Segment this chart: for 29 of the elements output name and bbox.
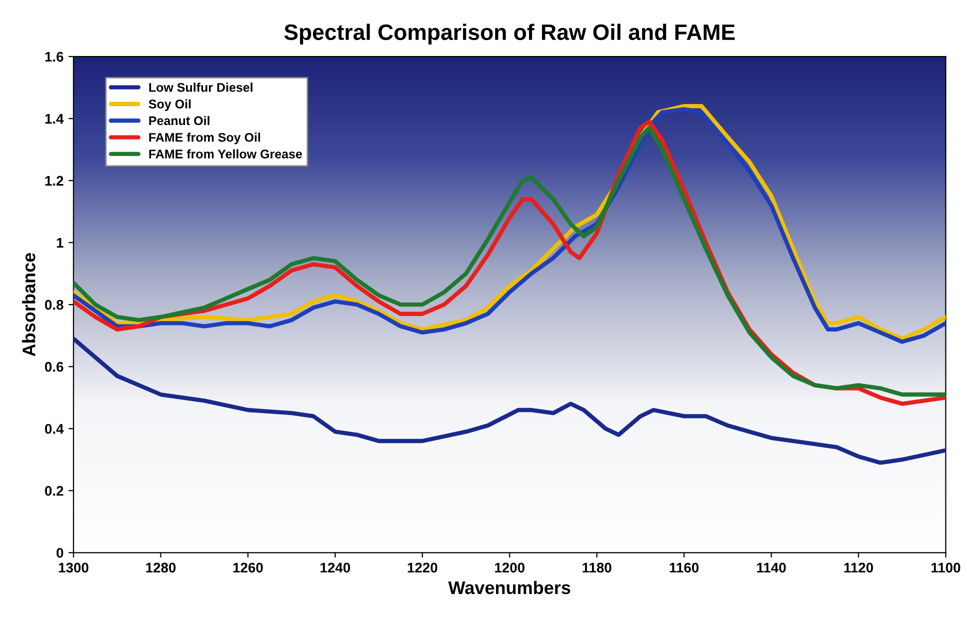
legend-label: FAME from Soy Oil (149, 132, 260, 144)
x-axis-title: Wavenumbers (448, 580, 570, 594)
y-tick-label: 0 (56, 548, 64, 558)
legend-label: Soy Oil (148, 99, 191, 111)
legend-label: Low Sulfur Diesel (149, 82, 252, 92)
y-tick-label: 0.8 (45, 300, 64, 310)
legend-label: FAME from Yellow Grease (149, 149, 302, 158)
line-series (73, 336, 946, 465)
x-tick-label: 1260 (233, 562, 263, 573)
x-tick-label: 1140 (757, 562, 786, 573)
y-tick-label: 1.2 (45, 176, 64, 186)
y-tick-label: 0.2 (45, 486, 64, 496)
chart-title: Spectral Comparison of Raw Oil and FAME (284, 24, 735, 44)
x-tick-label: 1180 (582, 562, 612, 573)
x-tick-label: 1100 (932, 562, 960, 573)
x-tick-label: 1280 (146, 562, 176, 573)
x-tick-label: 1300 (58, 562, 88, 573)
y-tick-label: 0.4 (45, 424, 64, 434)
y-axis-title: Absorbance (22, 253, 36, 356)
y-tick-label: 1 (56, 238, 64, 248)
x-tick-label: 1120 (844, 562, 873, 573)
x-tick-label: 1220 (408, 562, 438, 573)
y-tick-label: 1.6 (45, 52, 64, 62)
x-tick-label: 1160 (670, 562, 699, 573)
y-tick-label: 0.6 (45, 362, 64, 372)
x-tick-label: 1200 (495, 562, 524, 573)
y-tick-label: 1.4 (45, 114, 64, 124)
legend-label: Peanut Oil (149, 116, 210, 126)
x-tick-label: 1240 (320, 562, 350, 573)
